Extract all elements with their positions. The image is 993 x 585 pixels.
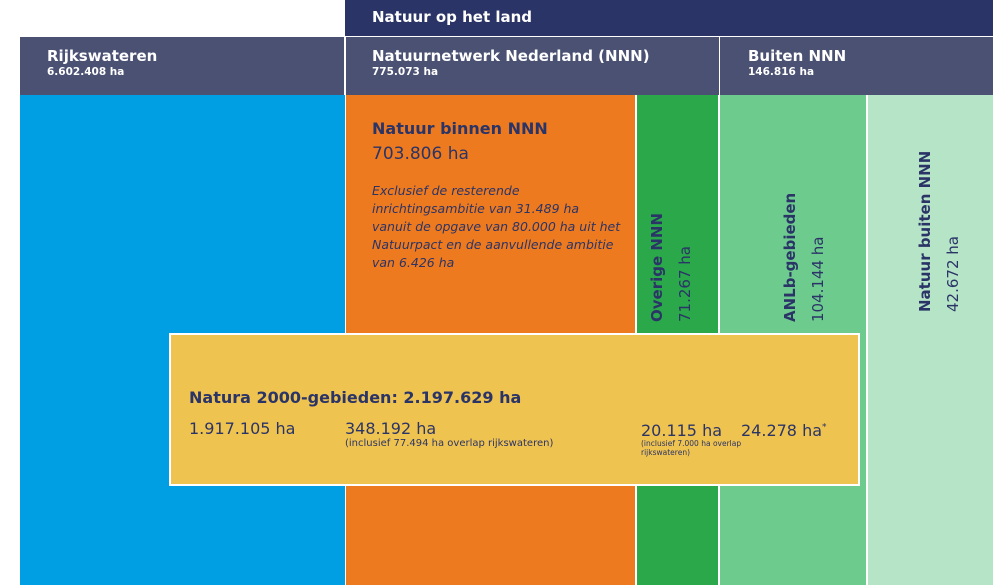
label-area: 104.144 ha xyxy=(809,236,827,323)
header-area: 6.602.408 ha xyxy=(47,66,125,78)
area-text: 24.278 ha xyxy=(741,421,823,440)
header-area: 775.073 ha xyxy=(372,66,439,78)
natura-note: (inclusief 77.494 ha overlap rijkswatere… xyxy=(345,438,554,449)
natura-area: 20.115 ha xyxy=(641,421,723,440)
header-area: 146.816 ha xyxy=(748,66,815,78)
header-title: Natuurnetwerk Nederland (NNN) xyxy=(372,47,650,65)
natura-area: 348.192 ha xyxy=(345,419,437,438)
natura-box: Natura 2000-gebieden: 2.197.629 ha 1.917… xyxy=(169,333,860,486)
header-cell: Buiten NNN 146.816 ha xyxy=(720,37,993,95)
header-cell: Rijkswateren 6.602.408 ha xyxy=(20,37,344,95)
header-title: Rijkswateren xyxy=(47,47,158,65)
natura-area: 1.917.105 ha xyxy=(189,419,296,438)
natura-area: 24.278 ha* xyxy=(741,421,827,440)
band-header: Natuur op het land xyxy=(345,0,993,36)
header-title: Buiten NNN xyxy=(748,47,847,65)
label-area: 42.672 ha xyxy=(944,236,962,312)
block-title: Natuur binnen NNN xyxy=(372,119,548,138)
label-area: 71.267 ha xyxy=(676,246,694,322)
block-note: Exclusief de resterende inrichtingsambit… xyxy=(372,183,621,270)
vertical-label: Natuur buiten NNN 42.672 ha xyxy=(911,120,967,312)
header-cell: Natuurnetwerk Nederland (NNN) 775.073 ha xyxy=(346,37,719,95)
footnote-mark: * xyxy=(822,422,827,433)
natura-note: (inclusief 7.000 ha overlap rijkswateren… xyxy=(641,439,742,457)
vertical-label: Overige NNN 71.267 ha xyxy=(643,130,699,322)
label-title: Overige NNN xyxy=(648,212,666,322)
vertical-label: ANLb-gebieden 104.144 ha xyxy=(776,130,832,322)
label-title: ANLb-gebieden xyxy=(781,192,799,322)
buiten-block xyxy=(868,95,993,585)
natura-title: Natura 2000-gebieden: 2.197.629 ha xyxy=(189,388,522,407)
label-title: Natuur buiten NNN xyxy=(916,150,934,312)
block-area: 703.806 ha xyxy=(372,144,469,164)
